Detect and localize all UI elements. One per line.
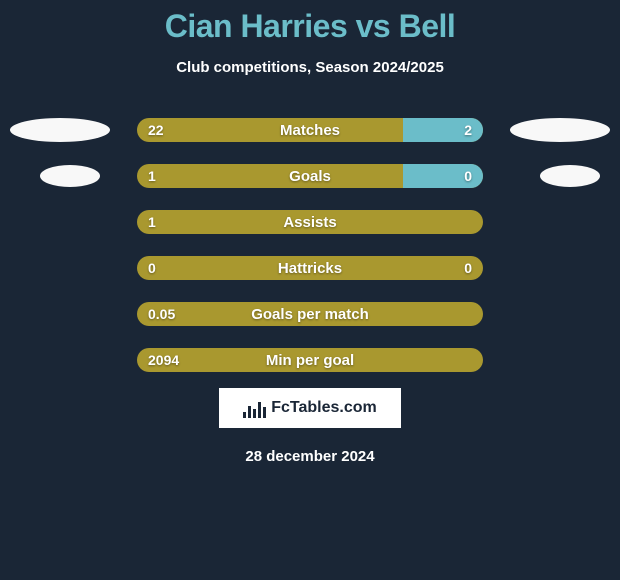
metric-row: 222Matches bbox=[0, 118, 620, 142]
right-marker-ellipse bbox=[510, 118, 610, 142]
value-left: 22 bbox=[148, 122, 164, 138]
value-left: 1 bbox=[148, 168, 156, 184]
metric-label: Hattricks bbox=[278, 260, 342, 277]
date-text: 28 december 2024 bbox=[245, 448, 374, 465]
metric-row: 1 0 Goals bbox=[0, 164, 620, 188]
right-marker-ellipse bbox=[540, 165, 600, 187]
brand-bars-icon bbox=[243, 398, 267, 418]
metric-label: Assists bbox=[283, 214, 336, 231]
metric-label: Matches bbox=[280, 122, 340, 139]
brand-text: FcTables.com bbox=[271, 399, 377, 417]
left-marker-ellipse bbox=[40, 165, 100, 187]
subtitle: Club competitions, Season 2024/2025 bbox=[176, 59, 444, 76]
value-right: 2 bbox=[464, 122, 472, 138]
metric-row: 2094 Min per goal bbox=[0, 348, 620, 372]
value-left: 1 bbox=[148, 214, 156, 230]
left-marker-ellipse bbox=[10, 118, 110, 142]
bars-area: 222Matches10Goals1Assists00Hattricks0.05… bbox=[0, 118, 620, 372]
metric-label: Goals bbox=[289, 168, 331, 185]
comparison-infographic: Cian Harries vs Bell Club competitions, … bbox=[0, 0, 620, 580]
metric-label: Min per goal bbox=[266, 352, 354, 369]
metric-label: Goals per match bbox=[251, 306, 369, 323]
value-left: 0.05 bbox=[148, 306, 175, 322]
metric-row: 0.05 Goals per match bbox=[0, 302, 620, 326]
value-right: 0 bbox=[464, 260, 472, 276]
metric-row: 1 Assists bbox=[0, 210, 620, 234]
value-left: 2094 bbox=[148, 352, 179, 368]
value-left: 0 bbox=[148, 260, 156, 276]
metric-row: 0 0 Hattricks bbox=[0, 256, 620, 280]
brand-badge: FcTables.com bbox=[219, 388, 401, 428]
page-title: Cian Harries vs Bell bbox=[165, 8, 456, 45]
value-right: 0 bbox=[464, 168, 472, 184]
